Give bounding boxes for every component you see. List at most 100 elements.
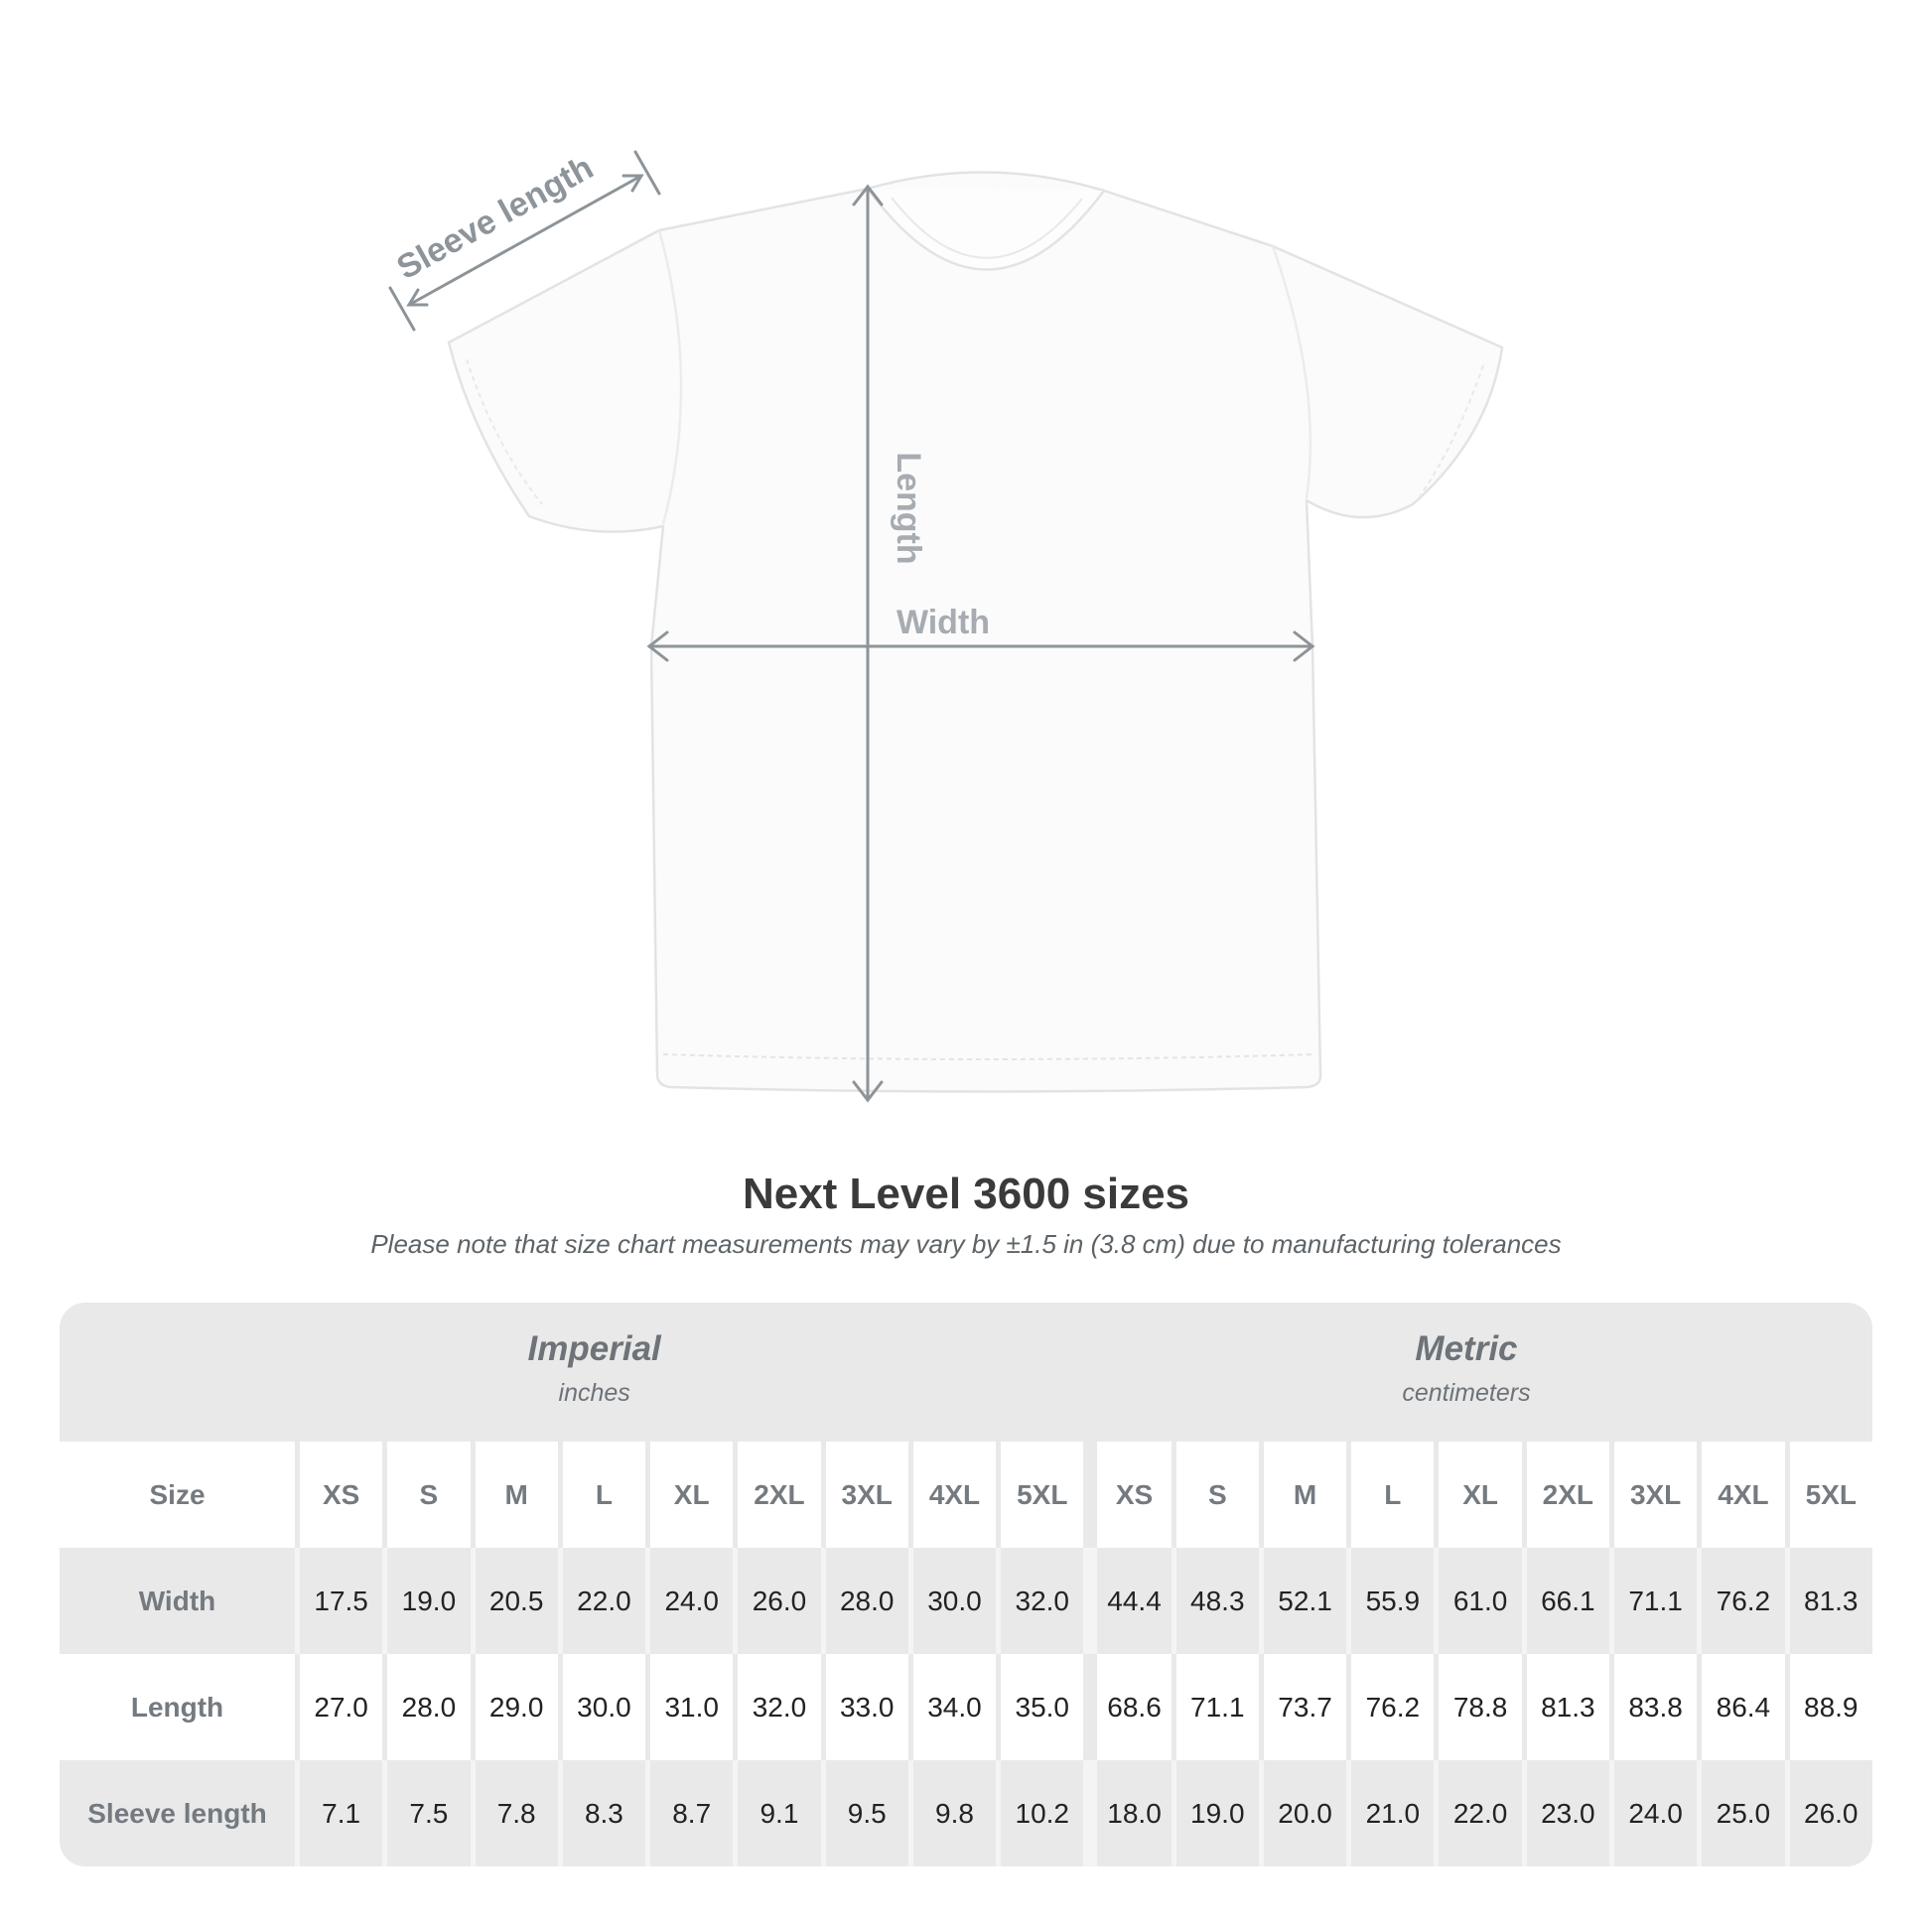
size-header-label: Size — [60, 1442, 295, 1548]
value-cell-metric-s: 48.3 — [1171, 1548, 1259, 1654]
size-header-imperial-xs: XS — [295, 1442, 383, 1548]
size-header-imperial-5xl: 5XL — [996, 1442, 1084, 1548]
value-cell-imperial-3xl: 33.0 — [820, 1654, 908, 1760]
value-cell-metric-3xl: 83.8 — [1608, 1654, 1698, 1760]
table-row-length: Length 27.0 28.0 29.0 30.0 31.0 32.0 33.0 34.0 35… — [60, 1654, 1872, 1760]
size-header-metric-4xl: 4XL — [1697, 1442, 1785, 1548]
page-subtitle: Please note that size chart measurements… — [370, 1229, 1562, 1259]
value-cell-imperial-5xl: 32.0 — [996, 1548, 1083, 1654]
value-cell-metric-4xl: 86.4 — [1697, 1654, 1785, 1760]
value-cell-metric-xl: 61.0 — [1434, 1548, 1521, 1654]
value-cell-imperial-3xl: 9.5 — [820, 1760, 908, 1866]
value-cell-imperial-xl: 8.7 — [645, 1760, 733, 1866]
value-cell-metric-l: 21.0 — [1346, 1760, 1434, 1866]
table-row-sleeve-length: Sleeve length 7.1 7.5 7.8 8.3 8.7 9.1 9.5 9.8 10.… — [60, 1760, 1872, 1866]
imperial-name: Imperial — [527, 1329, 661, 1368]
size-header-metric-2xl: 2XL — [1521, 1442, 1609, 1548]
value-cell-metric-l: 76.2 — [1346, 1654, 1435, 1760]
value-cell-metric-3xl: 71.1 — [1608, 1548, 1697, 1654]
value-cell-metric-s: 71.1 — [1171, 1654, 1259, 1760]
size-header-metric-3xl: 3XL — [1608, 1442, 1698, 1548]
value-cell-imperial-m: 7.8 — [470, 1760, 558, 1866]
collar-outer-seam — [866, 188, 1106, 271]
value-cell-metric-xl: 78.8 — [1434, 1654, 1522, 1760]
sleeve-arrow-tick-start — [388, 286, 416, 332]
value-cell-metric-2xl: 81.3 — [1521, 1654, 1609, 1760]
size-header-imperial-s: S — [382, 1442, 471, 1548]
shirt-body — [447, 171, 1504, 1093]
value-cell-imperial-2xl: 9.1 — [733, 1760, 820, 1866]
shirt-figure: Sleeve length Length Width — [388, 149, 1504, 1103]
size-panel: Imperial inches Metric centimeters Size X… — [60, 1303, 1872, 1866]
value-cell-metric-m: 52.1 — [1258, 1548, 1346, 1654]
armhole-seam-left — [657, 229, 683, 525]
width-label: Width — [897, 604, 990, 641]
value-cell-metric-xs: 68.6 — [1083, 1654, 1172, 1760]
length-arrow — [852, 184, 884, 1103]
unit-header-imperial: Imperial inches — [528, 1328, 661, 1408]
value-cell-metric-3xl: 24.0 — [1608, 1760, 1697, 1866]
imperial-unit: inches — [558, 1379, 630, 1407]
value-cell-imperial-5xl: 35.0 — [996, 1654, 1084, 1760]
value-cell-imperial-xs: 7.1 — [295, 1760, 382, 1866]
table-row-width: Width 17.5 19.0 20.5 22.0 24.0 26.0 28.0 30.0 32.… — [60, 1548, 1872, 1654]
value-cell-imperial-s: 28.0 — [382, 1654, 471, 1760]
size-header-metric-xl: XL — [1434, 1442, 1522, 1548]
size-header-metric-5xl: 5XL — [1784, 1442, 1872, 1548]
value-cell-imperial-4xl: 30.0 — [907, 1548, 996, 1654]
size-table: Size XS S M L XL 2XL 3XL 4XL 5XL XS S M L XL 2XL 3XL 4XL 5… — [60, 1442, 1872, 1866]
size-header-imperial-xl: XL — [645, 1442, 734, 1548]
value-cell-imperial-xs: 27.0 — [295, 1654, 383, 1760]
value-cell-metric-m: 73.7 — [1258, 1654, 1347, 1760]
value-cell-imperial-l: 22.0 — [557, 1548, 645, 1654]
size-header-imperial-m: M — [470, 1442, 558, 1548]
value-cell-imperial-4xl: 34.0 — [907, 1654, 997, 1760]
metric-name: Metric — [1415, 1329, 1518, 1368]
value-cell-metric-xs: 18.0 — [1083, 1760, 1171, 1866]
value-cell-imperial-m: 29.0 — [470, 1654, 558, 1760]
size-header-metric-m: M — [1258, 1442, 1347, 1548]
unit-header-metric: Metric centimeters — [1402, 1328, 1530, 1408]
value-cell-metric-l: 55.9 — [1346, 1548, 1434, 1654]
value-cell-metric-5xl: 26.0 — [1784, 1760, 1872, 1866]
value-cell-metric-4xl: 25.0 — [1697, 1760, 1784, 1866]
size-header-imperial-2xl: 2XL — [733, 1442, 821, 1548]
hem-stitch — [662, 1053, 1315, 1060]
value-cell-imperial-xl: 31.0 — [645, 1654, 734, 1760]
size-header-metric-l: L — [1346, 1442, 1435, 1548]
value-cell-metric-2xl: 23.0 — [1521, 1760, 1609, 1866]
value-cell-metric-m: 20.0 — [1258, 1760, 1346, 1866]
value-cell-metric-4xl: 76.2 — [1697, 1548, 1784, 1654]
value-cell-imperial-l: 8.3 — [557, 1760, 645, 1866]
value-cell-metric-xl: 22.0 — [1434, 1760, 1521, 1866]
value-cell-metric-xs: 44.4 — [1083, 1548, 1171, 1654]
value-cell-metric-5xl: 81.3 — [1784, 1548, 1872, 1654]
value-cell-imperial-l: 30.0 — [557, 1654, 646, 1760]
armhole-seam-right — [1271, 245, 1312, 499]
size-header-metric-s: S — [1171, 1442, 1259, 1548]
value-cell-metric-2xl: 66.1 — [1521, 1548, 1609, 1654]
value-cell-imperial-4xl: 9.8 — [907, 1760, 996, 1866]
size-header-imperial-4xl: 4XL — [907, 1442, 997, 1548]
value-cell-imperial-5xl: 10.2 — [996, 1760, 1083, 1866]
value-cell-imperial-s: 19.0 — [382, 1548, 470, 1654]
cuff-stitch-right — [1419, 364, 1484, 497]
row-label: Sleeve length — [87, 1797, 267, 1829]
sleeve-arrow-tick-end — [633, 150, 661, 196]
size-header-metric-xs: XS — [1083, 1442, 1172, 1548]
value-cell-imperial-2xl: 26.0 — [733, 1548, 820, 1654]
value-cell-metric-s: 19.0 — [1171, 1760, 1259, 1866]
value-cell-imperial-2xl: 32.0 — [733, 1654, 821, 1760]
row-label: Width — [138, 1585, 216, 1616]
value-cell-imperial-m: 20.5 — [470, 1548, 558, 1654]
sleeve-arrow — [388, 150, 661, 332]
unit-headers: Imperial inches Metric centimeters — [60, 1303, 1872, 1442]
value-cell-imperial-xs: 17.5 — [295, 1548, 382, 1654]
size-header-row: Size XS S M L XL 2XL 3XL 4XL 5XL XS S M L XL 2XL 3XL 4XL 5… — [60, 1442, 1872, 1548]
length-label: Length — [890, 452, 927, 564]
size-header-imperial-l: L — [557, 1442, 646, 1548]
value-cell-imperial-s: 7.5 — [382, 1760, 470, 1866]
metric-unit: centimeters — [1402, 1379, 1531, 1407]
cuff-stitch-left — [466, 358, 543, 505]
